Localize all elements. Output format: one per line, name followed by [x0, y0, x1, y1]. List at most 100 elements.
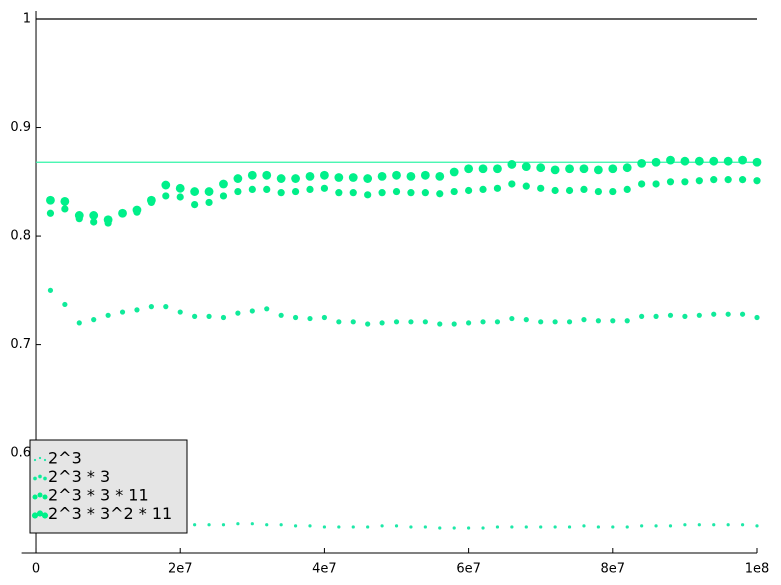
point: [265, 523, 269, 527]
legend-marker: [32, 494, 38, 500]
point: [350, 319, 356, 325]
point: [449, 167, 459, 177]
point: [422, 319, 428, 325]
point: [351, 525, 355, 529]
legend-marker: [41, 512, 49, 519]
legend-marker: [38, 474, 42, 479]
point: [494, 319, 501, 325]
point: [695, 177, 703, 185]
point: [277, 189, 285, 197]
point: [553, 525, 557, 529]
point: [278, 312, 284, 318]
x-tick-label: 4e7: [312, 562, 337, 577]
legend-marker: [36, 510, 44, 517]
point: [550, 165, 560, 175]
point: [363, 174, 373, 183]
point: [680, 156, 690, 166]
x-tick-label: 0: [32, 562, 40, 577]
point: [293, 524, 298, 528]
point: [712, 523, 716, 527]
point: [236, 522, 240, 526]
point: [263, 185, 271, 194]
legend-marker: [38, 456, 42, 460]
point: [392, 170, 401, 180]
point: [306, 185, 314, 194]
point: [594, 187, 602, 196]
point: [711, 311, 717, 317]
point: [409, 525, 413, 529]
point: [481, 526, 485, 530]
point: [637, 158, 647, 168]
point: [752, 157, 762, 167]
point: [625, 525, 629, 529]
point: [652, 180, 660, 188]
point: [638, 180, 646, 188]
legend-label: 2^3: [48, 449, 82, 468]
point: [478, 164, 488, 174]
point: [696, 312, 702, 318]
point: [392, 187, 401, 196]
legend-label: 2^3 * 3: [48, 467, 110, 486]
point: [538, 319, 544, 325]
y-tick-label: 0.7: [10, 337, 31, 352]
point: [291, 187, 300, 196]
point: [134, 307, 140, 313]
point: [536, 163, 546, 173]
point: [406, 171, 416, 181]
legend-marker: [37, 492, 43, 498]
point: [220, 314, 227, 321]
point: [190, 187, 200, 196]
point: [510, 525, 514, 529]
point: [307, 315, 313, 322]
point: [207, 523, 211, 527]
point: [279, 523, 283, 527]
point: [90, 218, 98, 226]
y-tick-label: 1: [23, 12, 31, 27]
point: [754, 314, 760, 321]
point: [334, 173, 344, 182]
point: [567, 525, 572, 529]
point: [176, 193, 184, 201]
x-tick-label: 8e7: [601, 562, 626, 577]
point: [608, 164, 618, 174]
point: [118, 208, 127, 218]
point: [308, 524, 312, 528]
point: [407, 189, 415, 197]
point: [193, 523, 197, 527]
point: [611, 525, 615, 529]
point: [623, 185, 631, 194]
point: [146, 195, 156, 205]
point: [551, 186, 559, 195]
point: [436, 190, 444, 198]
point: [292, 314, 299, 321]
point: [337, 525, 341, 529]
point: [479, 185, 487, 194]
point: [291, 174, 300, 183]
point: [177, 309, 183, 315]
point: [522, 182, 530, 190]
point: [379, 320, 385, 326]
point: [132, 205, 142, 215]
point: [681, 178, 689, 186]
point: [377, 171, 387, 181]
point: [725, 311, 731, 317]
point: [539, 525, 543, 529]
point: [247, 170, 257, 180]
point: [378, 189, 386, 197]
legend-marker: [31, 512, 39, 519]
point: [320, 170, 329, 180]
point: [582, 524, 586, 528]
point: [161, 180, 171, 190]
point: [523, 317, 529, 323]
point: [234, 187, 242, 196]
point: [105, 312, 111, 318]
point: [364, 191, 372, 199]
point: [205, 198, 213, 207]
legend-marker: [33, 476, 37, 481]
y-tick-label: 0.8: [10, 229, 31, 244]
point: [666, 178, 675, 186]
legend-box: [29, 439, 188, 534]
point: [221, 523, 226, 527]
point: [148, 304, 154, 310]
